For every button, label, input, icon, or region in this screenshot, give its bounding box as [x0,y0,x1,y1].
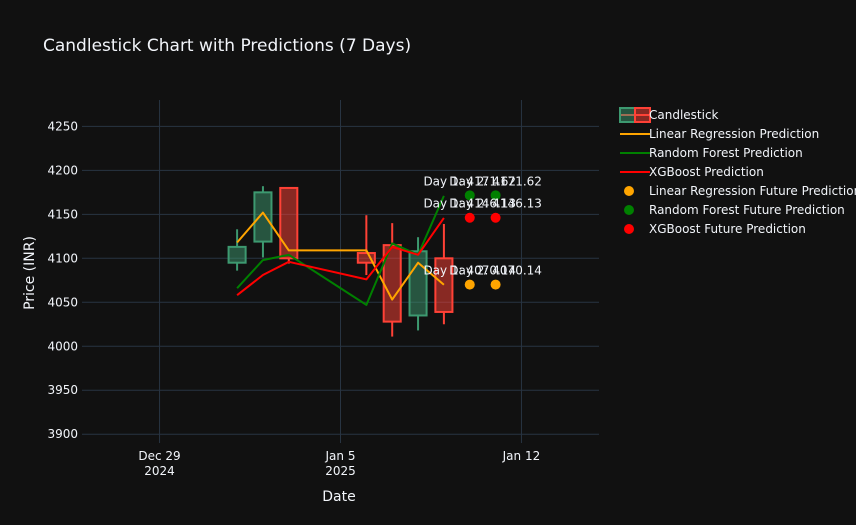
chart-title: Candlestick Chart with Predictions (7 Da… [43,36,411,56]
prediction-lines [236,195,445,306]
y-tick-label: 4100 [47,251,78,265]
candle [227,229,247,271]
future-prediction-label: Day 2: 4146.13 [449,197,542,211]
legend-label: Random Forest Prediction [649,146,803,160]
legend-label: Linear Regression Future Prediction [649,184,856,198]
legend-item[interactable]: XGBoost Future Prediction [624,222,806,236]
legend-item[interactable]: Candlestick [619,107,719,123]
future-prediction-point [490,279,501,290]
x-tick-year-label: 2024 [144,464,175,478]
prediction-line [236,211,445,301]
candle-body [279,186,299,260]
legend-label: XGBoost Future Prediction [649,222,806,236]
legend-label: Random Forest Future Prediction [649,203,845,217]
legend-dot-swatch [624,224,634,234]
candle-body [356,252,376,264]
candle [356,215,376,276]
candle [434,224,454,325]
legend-item[interactable]: XGBoost Prediction [620,165,764,179]
future-prediction-label: Day 1: 4070.14 [423,264,516,278]
y-tick-label: 4150 [47,207,78,221]
future-prediction-label: Day 1: 4146.13 [423,197,516,211]
x-tick-year-label: 2025 [325,464,356,478]
legend-dot-swatch [624,186,634,196]
candle [253,186,273,258]
y-tick-label: 4050 [47,295,78,309]
candle-body [227,245,247,264]
candle-body [434,257,454,313]
legend-label: XGBoost Prediction [649,165,764,179]
y-tick-label: 4250 [47,119,78,133]
future-prediction-point [464,279,475,290]
future-prediction-label: Day 1: 4171.62 [423,174,516,188]
grid-layer [82,100,599,443]
future-prediction-point [464,212,475,223]
y-tick-label: 4000 [47,339,78,353]
legend-candle-up-swatch [619,107,636,123]
x-tick-label: Jan 5 [325,449,356,463]
legend-label: Candlestick [649,108,719,122]
candle-body [253,191,273,243]
legend-candle-down-swatch [634,107,651,123]
future-prediction-label: Day 2: 4171.62 [449,174,542,188]
legend-label: Linear Regression Prediction [649,127,819,141]
candle-layer [227,186,454,337]
y-tick-label: 4200 [47,163,78,177]
future-prediction-point [464,190,475,201]
y-tick-label: 3950 [47,383,78,397]
future-prediction-label: Day 2: 4070.14 [449,264,542,278]
legend-item[interactable]: Random Forest Prediction [620,146,803,160]
candle [279,186,299,264]
y-axis-title: Price (INR) [22,236,38,310]
x-tick-label: Dec 29 [138,449,180,463]
x-tick-label: Jan 12 [502,449,541,463]
candle-body [408,250,428,317]
y-tick-label: 3900 [47,427,78,441]
future-prediction-point [490,190,501,201]
legend-item[interactable]: Linear Regression Prediction [620,127,819,141]
legend-item[interactable]: Linear Regression Future Prediction [624,184,856,198]
legend[interactable]: Candlestick Linear Regression Prediction R… [619,107,856,236]
x-axis-title: Date [322,489,355,505]
legend-dot-swatch [624,205,634,215]
legend-item[interactable]: Random Forest Future Prediction [624,203,845,217]
prediction-line [236,217,445,296]
future-prediction-point [490,212,501,223]
